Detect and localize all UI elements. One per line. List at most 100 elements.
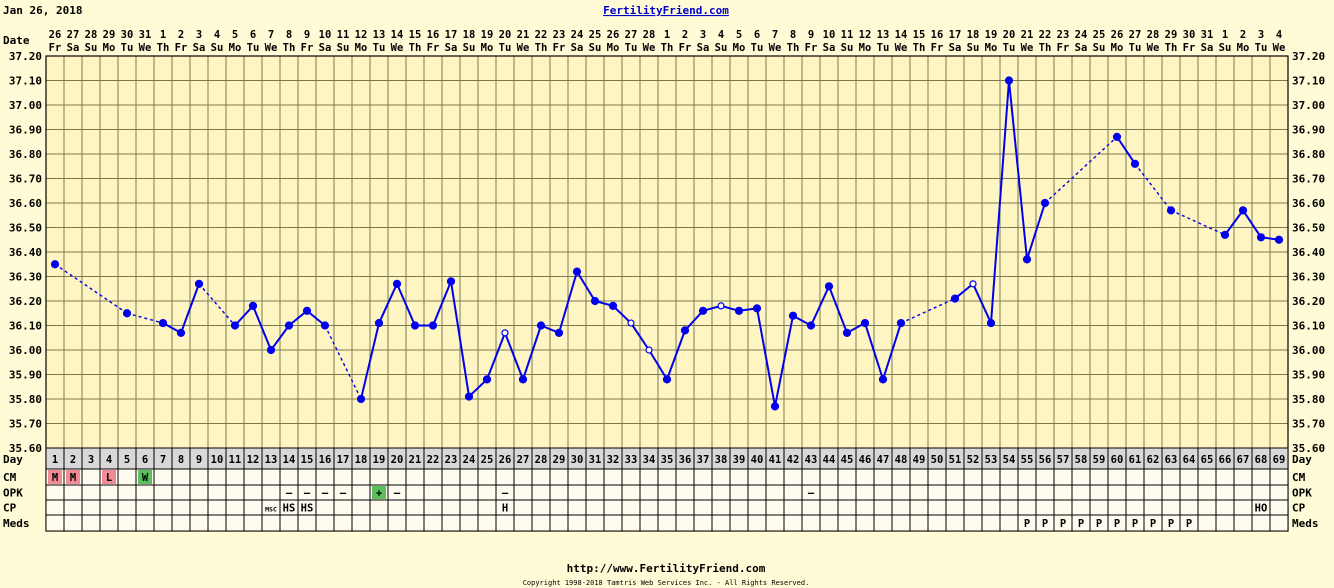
y-tick-label-left: 36.00 [9,344,42,357]
temperature-segment [990,80,1010,324]
day-number: 10 [211,454,224,466]
date-number: 8 [790,29,796,41]
date-number: 14 [391,29,404,41]
temperature-segment [900,297,956,324]
weekday-label: Sa [823,42,836,54]
temperature-point [176,328,186,337]
day-number: 12 [247,454,260,466]
temperature-point [806,321,816,330]
marker-cell [372,486,386,499]
day-number: 53 [985,454,998,466]
date-number: 24 [571,29,584,41]
temperature-point [1040,198,1050,208]
y-tick-label-right: 37.10 [1292,75,1325,88]
day-number: 42 [787,454,800,466]
date-number: 31 [139,29,152,41]
temperature-point [320,321,330,330]
date-number: 30 [1183,29,1196,41]
day-number: 17 [337,454,350,466]
weekday-label: We [1273,42,1286,54]
y-tick-label-right: 35.80 [1292,393,1325,406]
day-number: 8 [178,454,184,466]
weekday-label: Sa [67,42,80,54]
date-number: 21 [1021,29,1034,41]
weekday-label: Mo [733,42,746,54]
temperature-segment [684,310,704,332]
temperature-point [1022,255,1032,264]
row-entry: – [304,488,311,500]
temperature-segment [882,322,902,380]
row-entry: P [1042,518,1048,530]
temperature-point [464,392,474,401]
y-tick-label-right: 37.00 [1292,99,1325,112]
temperature-segment [774,315,794,407]
temperature-point [896,318,906,328]
y-tick-label-right: 36.30 [1292,271,1325,284]
weekday-label: Su [967,42,980,54]
date-number: 4 [1276,29,1282,41]
y-tick-label-left: 36.80 [9,148,42,161]
day-number: 31 [589,454,602,466]
day-number: 45 [841,454,854,466]
weekday-label: Tu [625,42,638,54]
temperature-point [1004,76,1014,85]
row-entry: P [1096,518,1102,530]
date-number: 8 [286,29,292,41]
weekday-label: Fr [553,42,566,54]
day-number: 44 [823,454,836,466]
row-entry: P [1168,518,1174,530]
date-number: 3 [196,29,202,41]
weekday-label: Fr [49,42,62,54]
day-number: 2 [70,454,76,466]
brand-link[interactable]: FertilityFriend.com [603,4,729,17]
date-number: 9 [304,29,310,41]
weekday-label: We [643,42,656,54]
day-number: 7 [160,454,166,466]
temperature-segment [1026,202,1046,260]
temperature-point [1112,132,1122,141]
y-tick-label-right: 36.90 [1292,124,1325,137]
day-number: 22 [427,454,440,466]
row-entry: P [1078,518,1084,530]
day-number: 64 [1183,454,1196,466]
date-number: 22 [1039,29,1052,41]
temperature-segment [180,283,200,334]
date-number: 22 [535,29,548,41]
temperature-point [356,394,366,404]
day-number: 33 [625,454,638,466]
row-label-right: Meds [1292,517,1319,530]
temperature-segment [252,305,272,351]
weekday-label: Su [589,42,602,54]
y-tick-label-right: 36.80 [1292,148,1325,161]
weekday-label: Su [211,42,224,54]
date-number: 10 [319,29,332,41]
temperature-point [501,329,509,337]
day-number: 39 [733,454,746,466]
footer-url[interactable]: http://www.FertilityFriend.com [567,562,766,575]
date-number: 24 [1075,29,1088,41]
day-number: 49 [913,454,926,466]
weekday-label: Fr [1183,42,1196,54]
date-number: 25 [1093,29,1106,41]
date-number: 12 [355,29,368,41]
temperature-segment [504,332,524,380]
weekday-label: Tu [877,42,890,54]
y-tick-label-right: 36.00 [1292,344,1325,357]
temperature-point [1166,206,1176,215]
y-tick-label-right: 36.20 [1292,295,1325,308]
date-number: 17 [949,29,962,41]
temperature-segment [1008,80,1028,260]
date-number: 28 [85,29,98,41]
weekday-label: Fr [427,42,440,54]
temperature-point [860,318,870,328]
weekday-label: Mo [355,42,368,54]
weekday-label: Sa [1201,42,1214,54]
date-number: 2 [178,29,184,41]
date-number: 10 [823,29,836,41]
temperature-segment [558,271,578,334]
temperature-point [590,296,600,306]
date-number: 30 [121,29,134,41]
weekday-label: Th [283,42,296,54]
weekday-label: Sa [445,42,458,54]
date-number: 11 [841,29,854,41]
